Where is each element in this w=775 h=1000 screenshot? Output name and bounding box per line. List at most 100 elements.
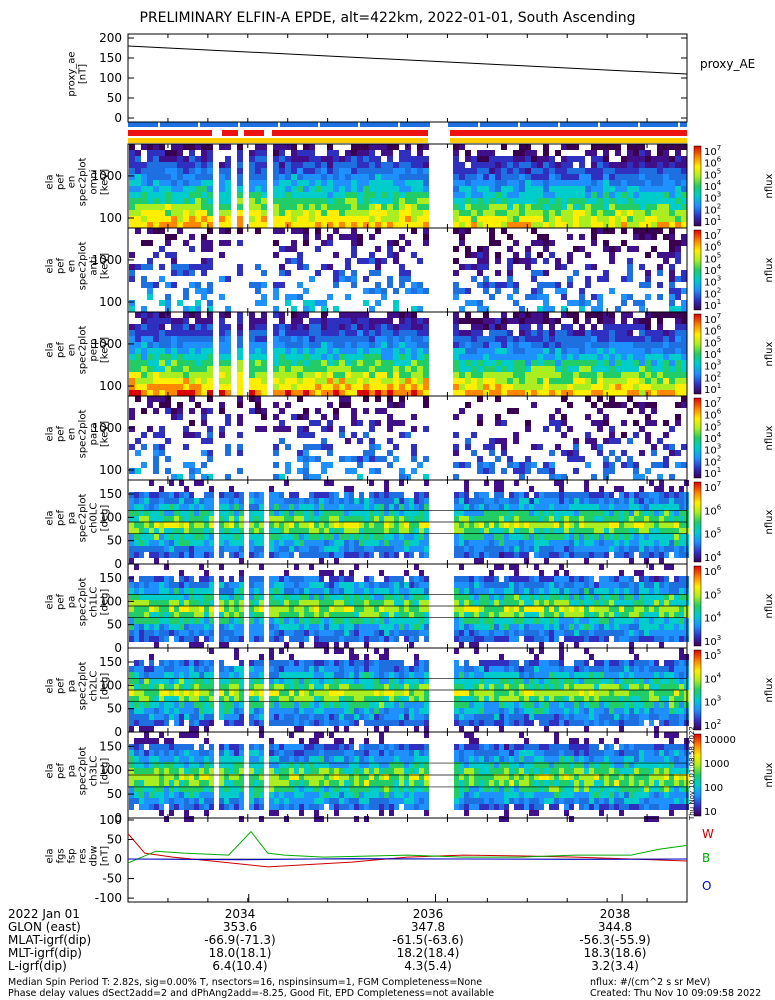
spectrogram-cell bbox=[573, 174, 579, 180]
spectrogram-cell bbox=[354, 510, 359, 516]
spectrogram-cell bbox=[189, 630, 194, 636]
spectrogram-cell bbox=[289, 498, 294, 504]
spectrogram-cell bbox=[639, 204, 645, 210]
spectrogram-cell bbox=[183, 162, 189, 168]
spectrogram-cell bbox=[465, 246, 471, 252]
spectrogram-cell bbox=[555, 318, 561, 324]
spectrogram-cell bbox=[609, 348, 615, 354]
spectrogram-cell bbox=[209, 618, 214, 624]
spectrogram-cell bbox=[394, 516, 399, 522]
spectrogram-cell bbox=[249, 210, 255, 216]
spectrogram-cell bbox=[129, 330, 135, 336]
spectrogram-cell bbox=[417, 378, 423, 384]
spectrogram-cell bbox=[363, 378, 369, 384]
spectrogram-cell bbox=[304, 606, 309, 612]
spectrogram-cell bbox=[633, 174, 639, 180]
spectrogram-cell bbox=[299, 588, 304, 594]
spectrogram-cell bbox=[519, 366, 525, 372]
spectrogram-cell bbox=[615, 348, 621, 354]
spectrogram-cell bbox=[249, 378, 255, 384]
spectrogram-cell bbox=[483, 174, 489, 180]
spectrogram-cell bbox=[629, 558, 634, 564]
spectrogram-cell bbox=[357, 150, 363, 156]
spectrogram-cell bbox=[659, 546, 664, 552]
spectrogram-cell bbox=[405, 342, 411, 348]
spectrogram-cell bbox=[309, 534, 314, 540]
spectrogram-cell bbox=[189, 204, 195, 210]
spectrogram-cell bbox=[471, 216, 477, 222]
spectrogram-cell bbox=[675, 330, 681, 336]
spectrogram-cell bbox=[329, 546, 334, 552]
spectrogram-cell bbox=[591, 306, 597, 312]
spectrogram-cell bbox=[285, 162, 291, 168]
spectrogram-cell bbox=[149, 618, 154, 624]
spectrogram-cell bbox=[573, 216, 579, 222]
spectrogram-cell bbox=[129, 174, 135, 180]
spectrogram-cell bbox=[645, 354, 651, 360]
spectrogram-cell bbox=[297, 336, 303, 342]
spectrogram-cell bbox=[147, 174, 153, 180]
spectrogram-cell bbox=[183, 378, 189, 384]
spectrogram-cell bbox=[149, 480, 154, 486]
spectrogram-cell bbox=[339, 396, 345, 402]
spectrogram-cell bbox=[609, 516, 614, 522]
spectrogram-cell bbox=[374, 498, 379, 504]
spectrogram-cell bbox=[134, 624, 139, 630]
spectrogram-cell bbox=[514, 528, 519, 534]
spectrogram-cell bbox=[254, 546, 259, 552]
spectrogram-cell bbox=[363, 288, 369, 294]
spectrogram-cell bbox=[351, 342, 357, 348]
spectrogram-cell bbox=[309, 576, 314, 582]
spectrogram-cell bbox=[387, 354, 393, 360]
spectrogram-cell bbox=[129, 378, 135, 384]
spectrogram-cell bbox=[573, 186, 579, 192]
spectrogram-cell bbox=[569, 552, 574, 558]
spectrogram-cell bbox=[495, 330, 501, 336]
spectrogram-cell bbox=[154, 588, 159, 594]
spectrogram-cell bbox=[489, 360, 495, 366]
spectrogram-cell bbox=[344, 510, 349, 516]
spectrogram-cell bbox=[544, 534, 549, 540]
spectrogram-cell bbox=[423, 324, 429, 330]
spectrogram-cell bbox=[294, 630, 299, 636]
spectrogram-cell bbox=[209, 498, 214, 504]
spectrogram-cell bbox=[154, 510, 159, 516]
spectrogram-cell bbox=[561, 264, 567, 270]
spectrogram-cell bbox=[363, 330, 369, 336]
spectrogram-cell bbox=[564, 498, 569, 504]
spectrogram-cell bbox=[273, 144, 279, 150]
spectrogram-cell bbox=[387, 276, 393, 282]
spectrogram-cell bbox=[351, 354, 357, 360]
spectrogram-cell bbox=[349, 516, 354, 522]
spectrogram-cell bbox=[327, 240, 333, 246]
spectrogram-cell bbox=[627, 210, 633, 216]
spectrogram-cell bbox=[387, 144, 393, 150]
spectrogram-cell bbox=[381, 180, 387, 186]
spectrogram-cell bbox=[179, 546, 184, 552]
spectrogram-cell bbox=[513, 216, 519, 222]
spectrogram-cell bbox=[597, 312, 603, 318]
spectrogram-cell bbox=[219, 210, 225, 216]
spectrogram-cell bbox=[183, 270, 189, 276]
spectrogram-cell bbox=[384, 522, 389, 528]
spectrogram-cell bbox=[135, 366, 141, 372]
spectrogram-cell bbox=[199, 516, 204, 522]
spectrogram-cell bbox=[513, 366, 519, 372]
spectrogram-cell bbox=[297, 186, 303, 192]
spectrogram-cell bbox=[597, 294, 603, 300]
spectrogram-cell bbox=[321, 462, 327, 468]
spectrogram-cell bbox=[584, 522, 589, 528]
spectrogram-cell bbox=[681, 318, 687, 324]
spectrogram-cell bbox=[405, 336, 411, 342]
spectrogram-cell bbox=[459, 390, 465, 396]
spectrogram-cell bbox=[319, 558, 324, 564]
spectrogram-cell bbox=[333, 162, 339, 168]
spectrogram-cell bbox=[423, 372, 429, 378]
spectrogram-cell bbox=[239, 618, 244, 624]
spectrogram-cell bbox=[345, 150, 351, 156]
spectrogram-cell bbox=[285, 324, 291, 330]
spectrogram-cell bbox=[369, 234, 375, 240]
spectrogram-cell bbox=[531, 168, 537, 174]
spectrogram-cell bbox=[339, 384, 345, 390]
spectrogram-cell bbox=[495, 270, 501, 276]
